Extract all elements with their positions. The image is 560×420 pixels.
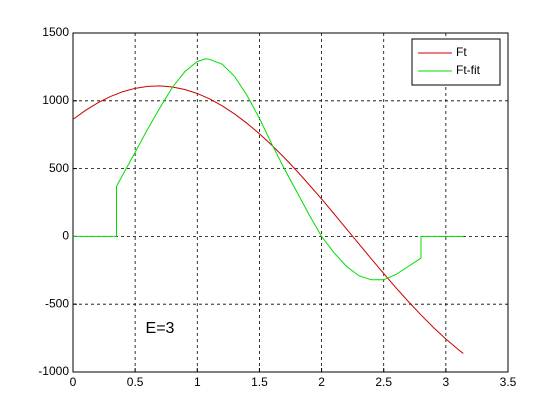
y-tick-label: -500 bbox=[45, 296, 69, 310]
y-tick-label: -1000 bbox=[38, 364, 69, 378]
x-tick-label: 3.5 bbox=[500, 375, 517, 389]
x-tick-label: 0.5 bbox=[127, 375, 144, 389]
x-tick-label: 1.5 bbox=[251, 375, 268, 389]
x-tick-label: 0 bbox=[70, 375, 77, 389]
x-tick-label: 2.5 bbox=[375, 375, 392, 389]
x-tick-label: 3 bbox=[443, 375, 450, 389]
legend-label: Ft-fit bbox=[456, 63, 481, 77]
plot-area bbox=[73, 33, 508, 372]
y-tick-label: 500 bbox=[49, 161, 69, 175]
legend-box bbox=[411, 38, 501, 86]
line bbox=[73, 58, 464, 281]
y-tick-label: 1500 bbox=[42, 25, 69, 39]
legend-label: Ft bbox=[456, 45, 467, 59]
x-tick-label: 2 bbox=[318, 375, 325, 389]
axes-box bbox=[72, 32, 509, 373]
y-tick-label: 1000 bbox=[42, 93, 69, 107]
x-tick-label: 1 bbox=[194, 375, 201, 389]
y-tick-label: 0 bbox=[62, 229, 69, 243]
annotation: E=3 bbox=[146, 320, 175, 337]
